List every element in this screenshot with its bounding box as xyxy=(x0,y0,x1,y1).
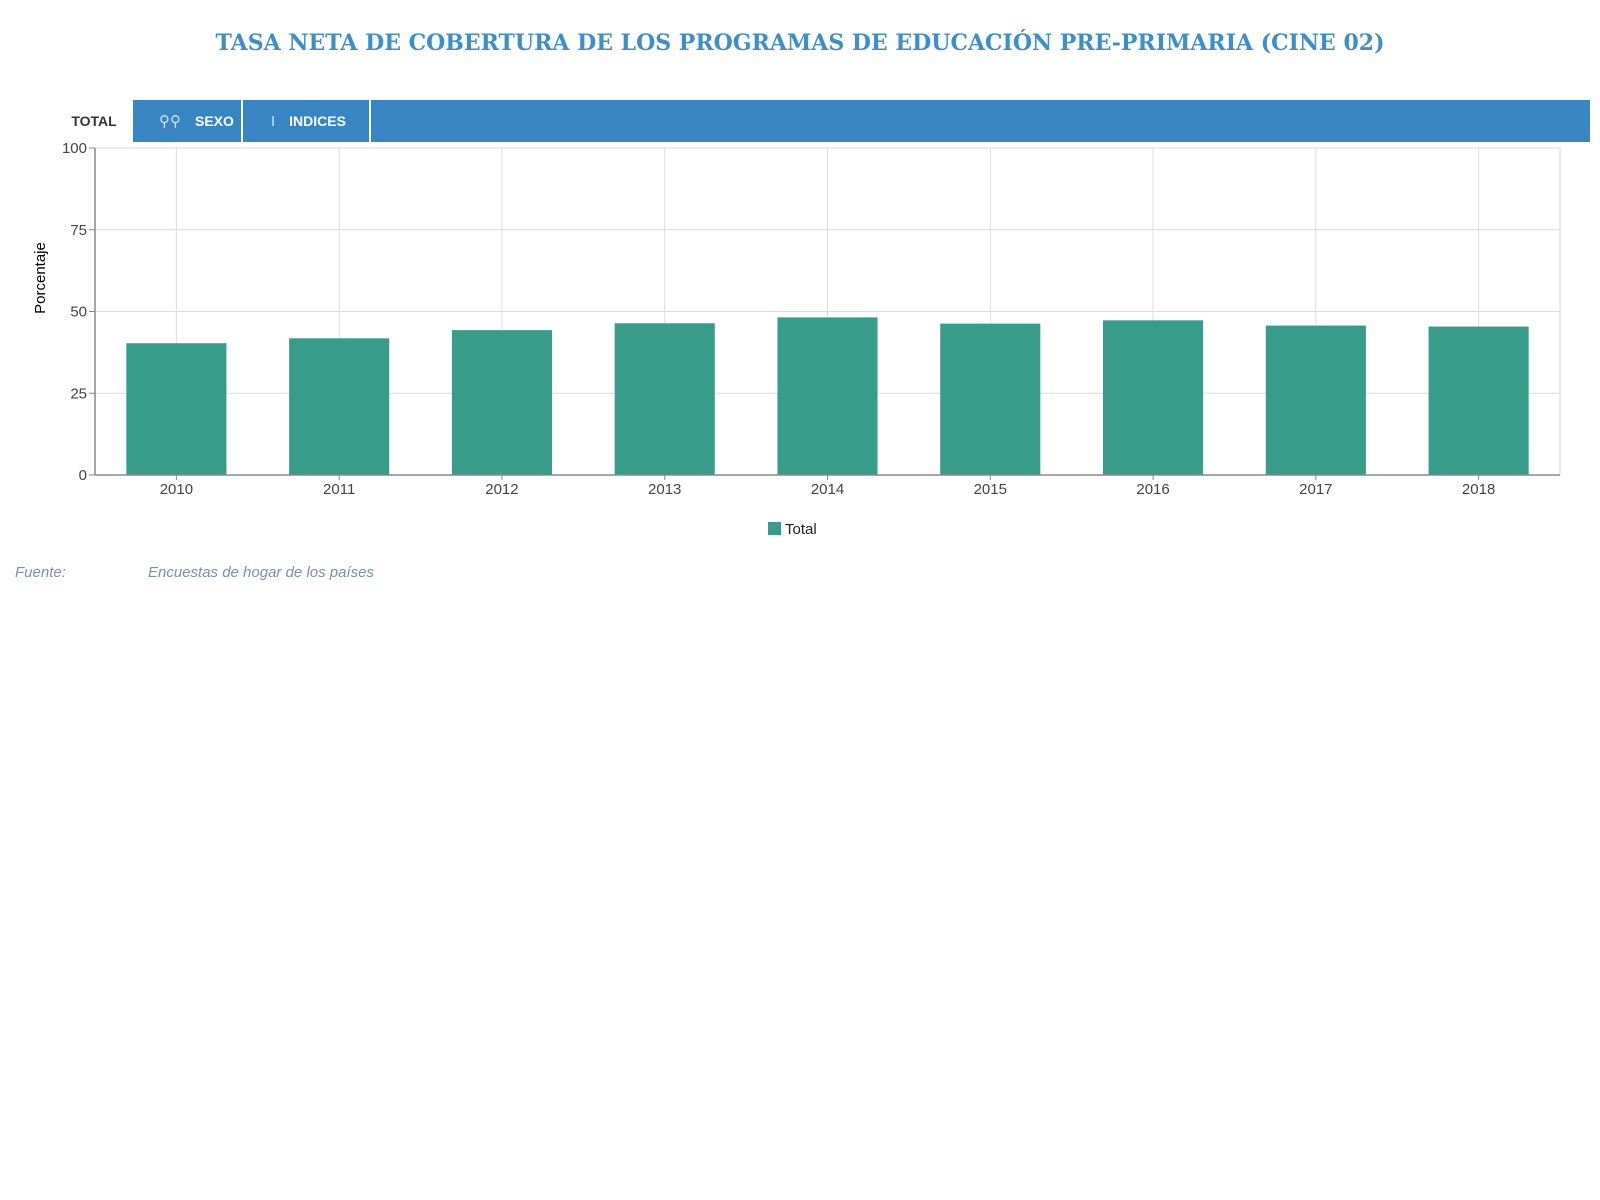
y-tick-label: 25 xyxy=(70,385,87,402)
tab-sexo-label: SEXO xyxy=(194,113,234,129)
bar-2018[interactable] xyxy=(1428,326,1529,475)
bar-2011[interactable] xyxy=(289,338,390,475)
bar-2014[interactable] xyxy=(777,317,878,475)
x-tick-label: 2015 xyxy=(974,481,1007,498)
tab-sexo[interactable]: ⚲⚲ SEXO xyxy=(133,100,243,142)
bar-2010[interactable] xyxy=(126,343,227,475)
x-tick-label: 2013 xyxy=(648,481,681,498)
bar-chart: 0 25 50 75 100 2010 2011 2012 2013 2014 2015 2016 20… xyxy=(32,140,1561,538)
x-tick-label: 2012 xyxy=(485,481,518,498)
x-tick-label: 2017 xyxy=(1299,481,1332,498)
bar-2017[interactable] xyxy=(1265,325,1366,475)
tab-indices-label: INDICES xyxy=(289,113,346,129)
y-axis-label: Porcentaje xyxy=(32,242,49,314)
x-tick-label: 2011 xyxy=(323,481,355,498)
source-label: Fuente: xyxy=(15,564,66,581)
y-tick-label: 0 xyxy=(79,467,87,484)
y-tick-label: 100 xyxy=(62,140,87,157)
x-tick-label: 2010 xyxy=(160,481,193,498)
bar-2016[interactable] xyxy=(1103,320,1204,475)
legend[interactable]: Total xyxy=(768,521,817,538)
x-tick-label: 2014 xyxy=(811,481,844,498)
y-tick-label: 50 xyxy=(70,304,87,321)
axes xyxy=(89,147,1560,480)
legend-swatch xyxy=(768,522,781,535)
page-title: TASA NETA DE COBERTURA DE LOS PROGRAMAS … xyxy=(215,30,1385,56)
bar-2015[interactable] xyxy=(940,323,1041,475)
tab-total-label: TOTAL xyxy=(71,113,117,129)
bar-2012[interactable] xyxy=(451,330,552,475)
tab-total[interactable]: TOTAL xyxy=(55,100,133,142)
bars xyxy=(126,317,1529,475)
bar-2013[interactable] xyxy=(614,323,715,475)
y-tick-label: 75 xyxy=(70,222,87,239)
legend-label-total: Total xyxy=(785,521,817,538)
source-value: Encuestas de hogar de los países xyxy=(148,564,374,581)
tab-indices[interactable]: I INDICES xyxy=(243,100,371,142)
tab-bar: TOTAL ⚲⚲ SEXO I INDICES xyxy=(55,100,1590,142)
cursor-icon: I xyxy=(271,112,276,130)
tick-labels: 0 25 50 75 100 2010 2011 2012 2013 2014 2015 2016 20… xyxy=(62,140,1495,498)
x-tick-label: 2016 xyxy=(1136,481,1169,498)
x-tick-label: 2018 xyxy=(1462,481,1495,498)
gender-icon: ⚲⚲ xyxy=(159,113,181,130)
